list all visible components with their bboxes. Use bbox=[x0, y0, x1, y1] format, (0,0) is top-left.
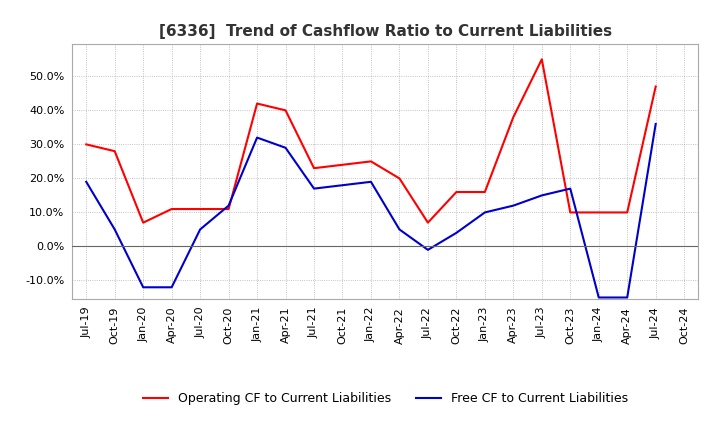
Operating CF to Current Liabilities bbox=[395, 176, 404, 181]
Free CF to Current Liabilities bbox=[282, 145, 290, 150]
Free CF to Current Liabilities bbox=[338, 183, 347, 188]
Operating CF to Current Liabilities bbox=[196, 206, 204, 212]
Operating CF to Current Liabilities bbox=[253, 101, 261, 106]
Free CF to Current Liabilities bbox=[366, 179, 375, 184]
Free CF to Current Liabilities bbox=[395, 227, 404, 232]
Free CF to Current Liabilities bbox=[139, 285, 148, 290]
Operating CF to Current Liabilities bbox=[139, 220, 148, 225]
Title: [6336]  Trend of Cashflow Ratio to Current Liabilities: [6336] Trend of Cashflow Ratio to Curren… bbox=[158, 24, 612, 39]
Free CF to Current Liabilities bbox=[167, 285, 176, 290]
Free CF to Current Liabilities bbox=[310, 186, 318, 191]
Operating CF to Current Liabilities bbox=[82, 142, 91, 147]
Free CF to Current Liabilities bbox=[423, 247, 432, 253]
Free CF to Current Liabilities bbox=[480, 210, 489, 215]
Operating CF to Current Liabilities bbox=[110, 149, 119, 154]
Free CF to Current Liabilities bbox=[623, 295, 631, 300]
Operating CF to Current Liabilities bbox=[480, 189, 489, 194]
Operating CF to Current Liabilities bbox=[423, 220, 432, 225]
Free CF to Current Liabilities bbox=[110, 227, 119, 232]
Operating CF to Current Liabilities bbox=[452, 189, 461, 194]
Free CF to Current Liabilities bbox=[196, 227, 204, 232]
Line: Operating CF to Current Liabilities: Operating CF to Current Liabilities bbox=[86, 59, 656, 223]
Operating CF to Current Liabilities bbox=[537, 57, 546, 62]
Operating CF to Current Liabilities bbox=[652, 84, 660, 89]
Free CF to Current Liabilities bbox=[452, 230, 461, 235]
Free CF to Current Liabilities bbox=[537, 193, 546, 198]
Legend: Operating CF to Current Liabilities, Free CF to Current Liabilities: Operating CF to Current Liabilities, Fre… bbox=[138, 387, 633, 410]
Operating CF to Current Liabilities bbox=[338, 162, 347, 168]
Free CF to Current Liabilities bbox=[566, 186, 575, 191]
Line: Free CF to Current Liabilities: Free CF to Current Liabilities bbox=[86, 124, 656, 297]
Free CF to Current Liabilities bbox=[595, 295, 603, 300]
Operating CF to Current Liabilities bbox=[623, 210, 631, 215]
Operating CF to Current Liabilities bbox=[509, 114, 518, 120]
Free CF to Current Liabilities bbox=[82, 179, 91, 184]
Operating CF to Current Liabilities bbox=[566, 210, 575, 215]
Operating CF to Current Liabilities bbox=[225, 206, 233, 212]
Free CF to Current Liabilities bbox=[253, 135, 261, 140]
Operating CF to Current Liabilities bbox=[167, 206, 176, 212]
Operating CF to Current Liabilities bbox=[310, 165, 318, 171]
Free CF to Current Liabilities bbox=[509, 203, 518, 208]
Operating CF to Current Liabilities bbox=[282, 108, 290, 113]
Free CF to Current Liabilities bbox=[225, 203, 233, 208]
Operating CF to Current Liabilities bbox=[366, 159, 375, 164]
Free CF to Current Liabilities bbox=[652, 121, 660, 127]
Operating CF to Current Liabilities bbox=[595, 210, 603, 215]
